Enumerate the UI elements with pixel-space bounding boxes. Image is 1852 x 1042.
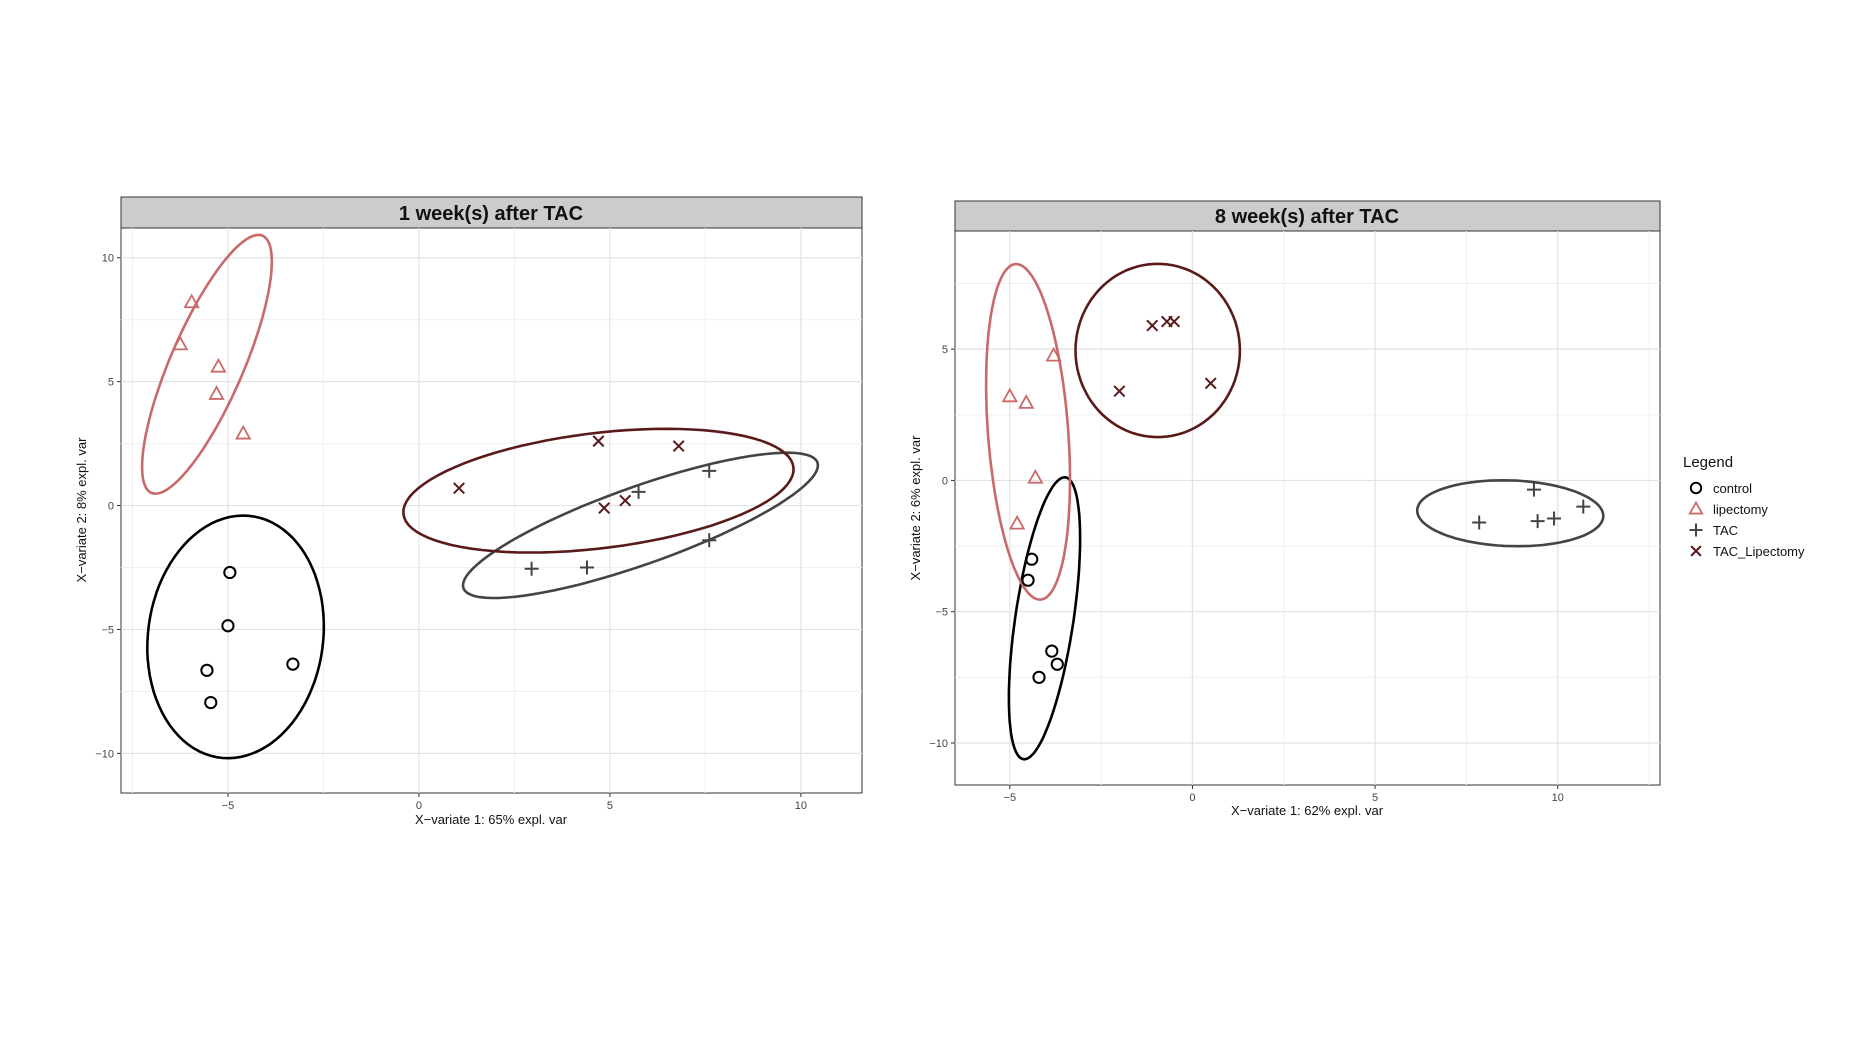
panel-2-points xyxy=(1001,315,1591,684)
ellipse-control xyxy=(145,514,326,760)
panel-2-ticks: −5 0 5 10 5 0 −5 −10 xyxy=(929,344,1564,804)
panel-2-x-axis-label: X−variate 1: 62% expl. var xyxy=(1231,803,1384,818)
ellipse-control xyxy=(1007,475,1082,761)
ellipse-tac xyxy=(461,451,820,600)
point-lipectomy xyxy=(183,293,200,309)
panel-2-plot-area xyxy=(954,230,1661,786)
point-tac xyxy=(1576,499,1591,514)
point-control xyxy=(1050,657,1064,671)
x-tick-label: 5 xyxy=(1372,792,1378,804)
point-lipectomy xyxy=(1001,387,1018,403)
panel-2-y-axis-label: X−variate 2: 6% expl. var xyxy=(908,435,923,581)
point-control xyxy=(204,695,218,710)
point-lipectomy xyxy=(1027,468,1044,484)
point-lipectomy xyxy=(1045,346,1062,362)
point-tac-lipectomy xyxy=(1113,385,1126,398)
legend-key-lipectomy xyxy=(1688,500,1704,515)
point-tac xyxy=(579,560,594,575)
legend-label: TAC xyxy=(1713,523,1738,538)
y-tick-label: −10 xyxy=(95,748,114,760)
legend: Legend control lipectomy TAC TAC_Lipectomy xyxy=(1683,454,1805,559)
panel-1-ticks: −5 0 5 10 10 5 0 −5 −10 xyxy=(95,253,807,812)
panel-2-title: 8 week(s) after TAC xyxy=(1215,206,1399,228)
y-tick-label: 0 xyxy=(108,501,114,513)
panel-1-ellipses xyxy=(140,233,820,760)
point-tac xyxy=(1526,482,1541,497)
legend-title: Legend xyxy=(1683,454,1733,471)
point-tac-lipectomy xyxy=(1204,377,1217,390)
panel-1-points xyxy=(172,293,717,710)
ellipse-lipectomy xyxy=(984,262,1072,601)
point-tac xyxy=(702,463,717,478)
panel-1-y-axis-label: X−variate 2: 8% expl. var xyxy=(74,437,89,583)
point-control xyxy=(200,663,214,677)
y-tick-label: −10 xyxy=(929,738,948,750)
panel-8-weeks: 8 week(s) after TAC −5 0 5 10 5 0 −5 −10 X−vari… xyxy=(908,200,1661,818)
point-lipectomy xyxy=(210,357,227,373)
x-tick-label: 10 xyxy=(1552,792,1564,804)
point-control xyxy=(1032,670,1046,684)
panel-1-x-axis-label: X−variate 1: 65% expl. var xyxy=(415,812,568,827)
point-lipectomy xyxy=(1018,394,1035,409)
panel-1-strip xyxy=(120,196,863,229)
x-tick-label: −5 xyxy=(222,800,235,812)
point-lipectomy xyxy=(208,385,225,400)
point-control xyxy=(223,565,237,580)
point-control xyxy=(1021,573,1035,587)
x-tick-label: 5 xyxy=(607,800,613,812)
panel-1-plot-area xyxy=(120,227,863,794)
y-tick-label: 10 xyxy=(102,253,114,265)
y-tick-label: −5 xyxy=(101,624,114,636)
point-tac xyxy=(631,484,646,499)
point-tac xyxy=(524,561,539,576)
point-control xyxy=(1045,644,1059,658)
y-tick-label: 0 xyxy=(942,475,948,487)
point-control xyxy=(221,619,235,633)
ellipse-tac-lipectomy xyxy=(402,427,795,554)
y-tick-label: −5 xyxy=(935,607,948,619)
point-tac-lipectomy xyxy=(672,440,685,453)
legend-key-tac xyxy=(1689,523,1703,537)
point-tac-lipectomy xyxy=(598,502,611,514)
point-tac-lipectomy xyxy=(1146,319,1159,332)
legend-label: control xyxy=(1713,481,1752,496)
point-tac-lipectomy xyxy=(592,435,605,448)
point-lipectomy xyxy=(1008,514,1026,530)
point-tac xyxy=(1472,515,1487,530)
legend-key-control xyxy=(1689,481,1703,495)
point-lipectomy xyxy=(172,335,189,351)
point-tac xyxy=(702,533,717,548)
point-tac-lipectomy xyxy=(619,494,632,507)
legend-label: lipectomy xyxy=(1713,502,1768,517)
x-tick-label: −5 xyxy=(1004,792,1017,804)
x-tick-label: 10 xyxy=(795,800,807,812)
ellipse-lipectomy xyxy=(140,233,274,496)
panel-1-week: 1 week(s) after TAC −5 0 5 10 10 5 0 −5 −10 X−va… xyxy=(74,196,863,827)
point-tac-lipectomy xyxy=(453,482,465,495)
x-tick-label: 0 xyxy=(416,800,422,812)
point-control xyxy=(286,657,300,671)
legend-label: TAC_Lipectomy xyxy=(1713,544,1805,559)
panel-2-ellipses xyxy=(984,262,1605,761)
legend-key-tac-lipectomy xyxy=(1690,545,1702,557)
point-tac xyxy=(1530,514,1545,529)
x-tick-label: 0 xyxy=(1189,792,1195,804)
ellipse-tac-lipectomy xyxy=(1074,262,1242,439)
ellipse-tac xyxy=(1415,478,1605,548)
point-tac-lipectomy xyxy=(1168,315,1181,328)
point-control xyxy=(1025,552,1039,566)
panel-1-title: 1 week(s) after TAC xyxy=(399,203,583,225)
y-tick-label: 5 xyxy=(942,344,948,356)
panel-1-grid xyxy=(121,228,862,793)
y-tick-label: 5 xyxy=(108,377,114,389)
panel-2-grid xyxy=(955,231,1660,785)
point-lipectomy xyxy=(235,424,252,440)
point-tac xyxy=(1547,511,1562,526)
legend-items: control lipectomy TAC TAC_Lipectomy xyxy=(1688,481,1805,559)
